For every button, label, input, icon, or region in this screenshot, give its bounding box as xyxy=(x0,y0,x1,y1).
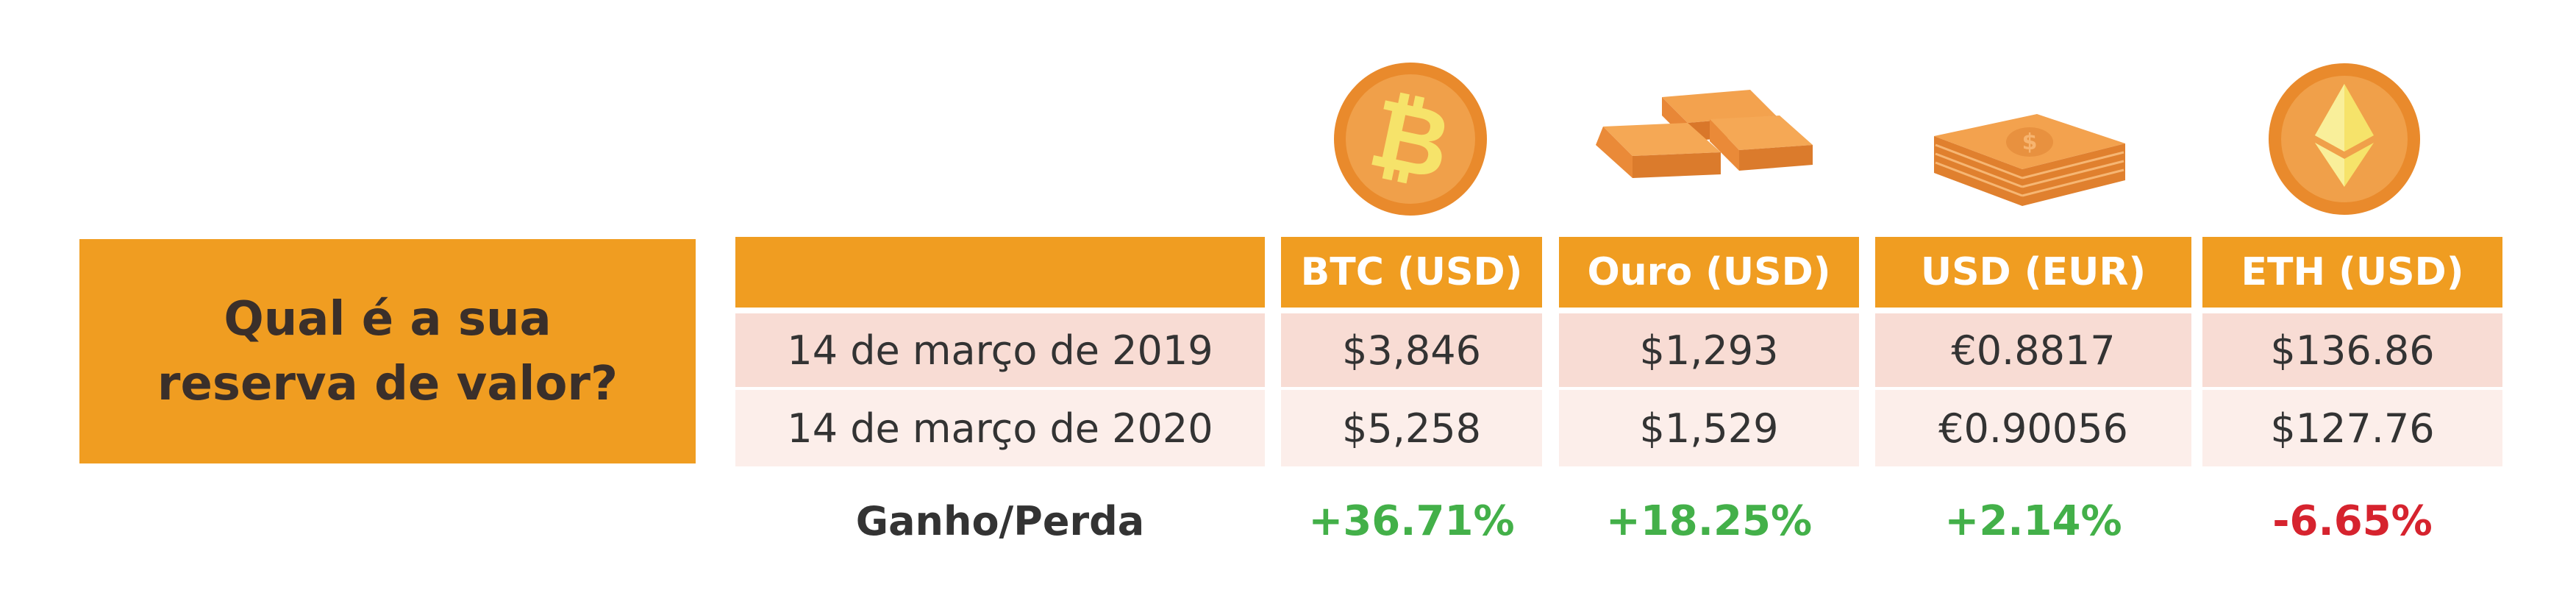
gain-loss-value: +18.25% xyxy=(1605,497,1813,545)
header-label: ETH (USD) xyxy=(2241,250,2464,294)
row-date: 14 de março de 2019 xyxy=(735,313,1265,387)
header-label: BTC (USD) xyxy=(1300,250,1523,294)
gold-bars-icon xyxy=(1596,90,1813,178)
dollar-stack-icon: $ xyxy=(1934,114,2125,206)
bitcoin-icon: ₿ xyxy=(1334,63,1487,216)
svg-text:$: $ xyxy=(2022,129,2038,155)
gain-loss-value: +2.14% xyxy=(1944,497,2122,545)
table-cell: €0.90056 xyxy=(1875,390,2191,466)
gain-loss-label: Ganho/Perda xyxy=(855,497,1145,544)
table-cell: $3,846 xyxy=(1281,313,1542,387)
header-blank xyxy=(735,237,1265,308)
question-box: Qual é a sua reserva de valor? xyxy=(79,239,696,463)
table-cell: $1,529 xyxy=(1559,390,1859,466)
table-cell: €0.8817 xyxy=(1875,313,2191,387)
header-label: USD (EUR) xyxy=(1920,250,2147,294)
header-eth: ETH (USD) xyxy=(2202,237,2502,308)
gain-loss-value: +36.71% xyxy=(1308,497,1515,545)
header-gold: Ouro (USD) xyxy=(1559,237,1859,308)
header-label: Ouro (USD) xyxy=(1587,250,1831,294)
table-cell: $136.86 xyxy=(2202,313,2502,387)
header-btc: BTC (USD) xyxy=(1281,237,1542,308)
table-cell: $1,293 xyxy=(1559,313,1859,387)
question-text: Qual é a sua reserva de valor? xyxy=(157,291,618,411)
table-cell: $127.76 xyxy=(2202,390,2502,466)
ethereum-icon xyxy=(2269,63,2420,215)
row-date: 14 de março de 2020 xyxy=(735,390,1265,466)
table-cell: $5,258 xyxy=(1281,390,1542,466)
gain-loss-value: -6.65% xyxy=(2272,497,2433,545)
header-usd: USD (EUR) xyxy=(1875,237,2191,308)
